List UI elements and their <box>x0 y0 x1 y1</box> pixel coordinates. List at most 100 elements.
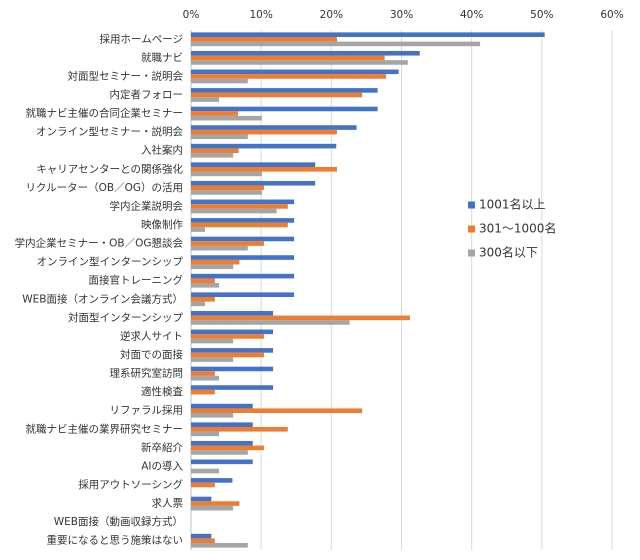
x-tick-label: 0% <box>183 9 200 21</box>
bar <box>191 222 288 228</box>
y-tick-label: 入社案内 <box>141 144 183 157</box>
x-tick-label: 40% <box>460 9 483 21</box>
bar <box>191 310 274 316</box>
x-tick-label: 10% <box>249 9 272 21</box>
legend-swatch <box>468 249 475 257</box>
y-tick-label: オンライン型インターンシップ <box>37 255 184 268</box>
y-tick-label: 新卒紹介 <box>141 441 183 454</box>
y-tick-label: 内定者フォロー <box>110 88 184 101</box>
bar <box>191 533 212 539</box>
bar <box>191 468 220 474</box>
bar <box>191 41 481 47</box>
y-tick-label: WEB面接（動画収録方式） <box>54 515 183 528</box>
bar <box>191 334 264 339</box>
bar <box>191 180 316 186</box>
bar <box>191 185 264 191</box>
y-tick-label: 学内企業説明会 <box>110 199 184 212</box>
bar <box>191 352 264 358</box>
bar <box>191 74 387 79</box>
y-tick-label: 学内企業セミナー・OB／OG懇談会 <box>15 237 184 250</box>
bar <box>191 357 234 362</box>
y-tick-label: 求人票 <box>152 498 184 510</box>
bar <box>191 315 410 321</box>
bar <box>191 171 262 177</box>
y-tick-label: 映像制作 <box>141 218 183 231</box>
bar <box>191 320 350 325</box>
bar <box>191 245 248 251</box>
bar <box>191 50 420 56</box>
bar <box>191 190 262 195</box>
bar <box>191 259 240 265</box>
bar <box>191 366 274 372</box>
bar <box>191 371 215 376</box>
bar <box>191 92 363 98</box>
bar <box>191 389 215 395</box>
bar <box>191 403 253 409</box>
y-tick-label: AIの導入 <box>141 459 183 472</box>
bar <box>191 227 206 232</box>
bar <box>191 134 248 140</box>
bar <box>191 543 248 548</box>
bar <box>191 125 357 130</box>
y-tick-label: 就職ナビ <box>141 51 183 64</box>
y-tick-label: 対面型セミナー・説明会 <box>68 69 184 82</box>
legend-swatch <box>468 225 475 233</box>
bar <box>191 422 253 427</box>
bar <box>191 413 234 418</box>
bar <box>191 273 295 279</box>
bar <box>191 292 295 297</box>
bar <box>191 482 215 488</box>
y-tick-label: リクルーター（OB／OG）の活用 <box>25 182 183 194</box>
bar <box>191 445 264 451</box>
bar <box>191 60 408 65</box>
bar <box>191 501 240 506</box>
bar <box>191 153 234 158</box>
y-tick-label: 採用アウトソーシング <box>78 478 183 491</box>
bar <box>191 264 234 270</box>
bar <box>191 55 385 61</box>
bar <box>191 78 248 84</box>
legend-label: 1001名以上 <box>479 197 546 212</box>
legend-label: 301～1000名 <box>479 221 556 236</box>
bar <box>191 296 215 302</box>
legend-label: 300名以下 <box>479 245 538 260</box>
bar <box>191 218 295 223</box>
bar <box>191 97 220 102</box>
bar <box>191 129 337 135</box>
bar <box>191 283 220 288</box>
y-tick-label: 対面型インターンシップ <box>68 311 183 324</box>
bar <box>191 440 253 446</box>
x-tick-label: 20% <box>320 9 343 21</box>
bar <box>191 538 215 544</box>
x-tick-label: 60% <box>600 9 623 21</box>
bar <box>191 505 234 511</box>
bar <box>191 88 378 93</box>
bar <box>191 408 363 414</box>
bar <box>191 204 288 209</box>
y-tick-label: 理系研究室訪問 <box>110 367 184 380</box>
y-tick-label: 対面での面接 <box>120 348 183 361</box>
x-tick-label: 30% <box>390 9 413 21</box>
bar <box>191 111 239 116</box>
bar <box>191 385 274 390</box>
y-tick-label: 面接官トレーニング <box>89 274 184 287</box>
y-tick-label: リファラル採用 <box>110 404 184 417</box>
bar <box>191 348 274 353</box>
bar <box>191 115 262 121</box>
bar <box>191 431 220 437</box>
y-tick-label: 採用ホームページ <box>100 32 183 45</box>
bar <box>191 106 378 112</box>
bar <box>191 338 234 344</box>
y-tick-label: WEB面接（オンライン会議方式） <box>22 292 183 305</box>
bar <box>191 478 233 483</box>
bar <box>191 450 248 455</box>
legend-swatch <box>468 201 475 209</box>
bar <box>191 255 295 260</box>
y-tick-label: 就職ナビ主催の業界研究セミナー <box>26 422 184 435</box>
y-tick-label: 逆求人サイト <box>120 329 183 342</box>
bar <box>191 36 337 42</box>
bar <box>191 208 277 214</box>
bar <box>191 236 295 242</box>
bar <box>191 32 545 37</box>
